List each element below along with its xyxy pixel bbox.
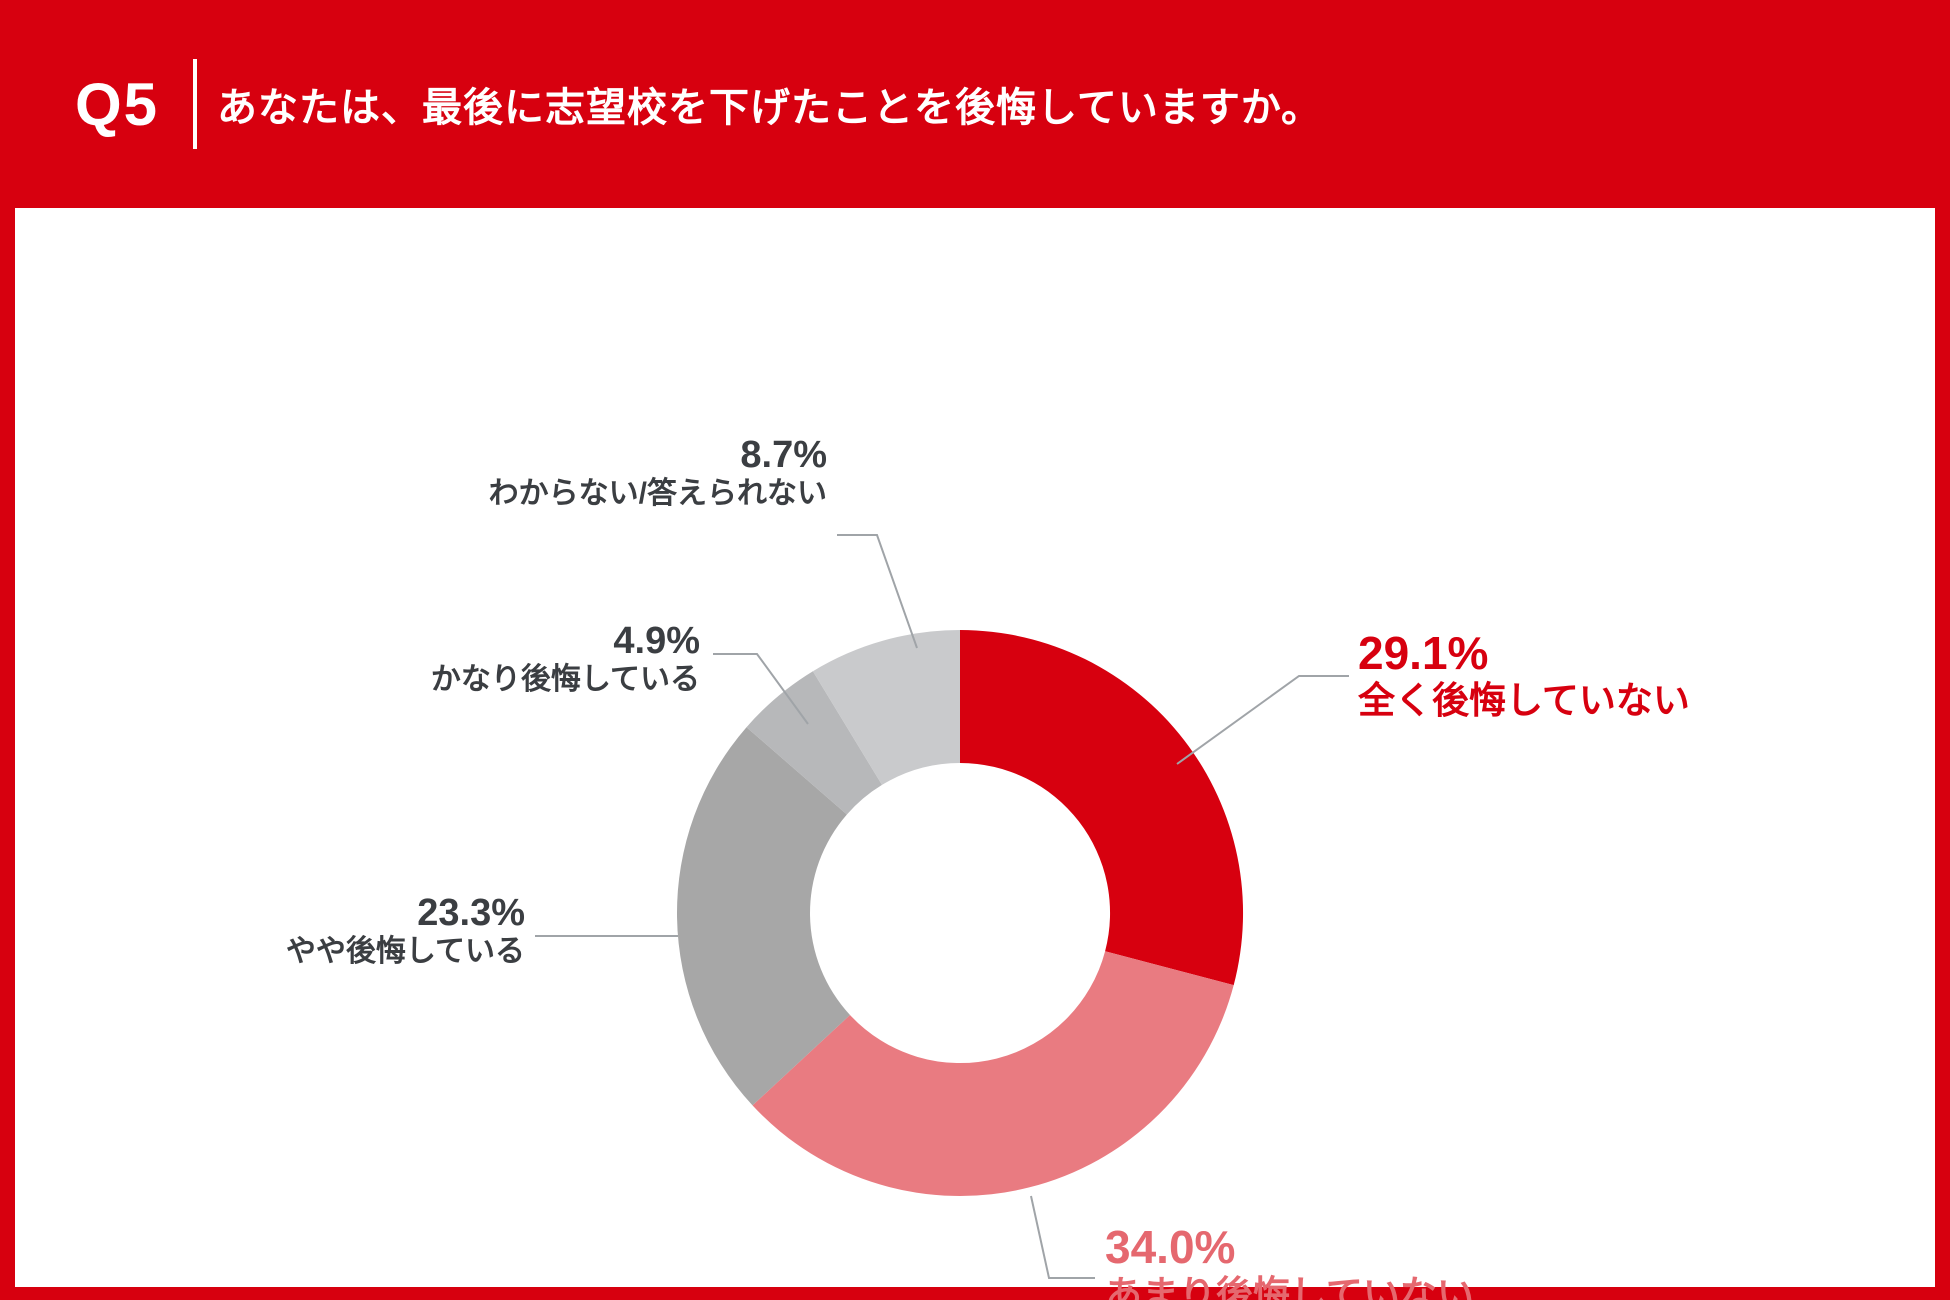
callout-not-regret-at-all: 29.1% 全く後悔していない [1358, 627, 1690, 721]
chart-panel: 29.1% 全く後悔していない 34.0% あまり後悔していない 23.3% や… [15, 208, 1935, 1300]
segment-label: かなり後悔している [430, 662, 700, 696]
segment-label: やや後悔している [285, 934, 525, 968]
segment-label: あまり後悔していない [1105, 1273, 1474, 1300]
leader-line-0 [1176, 675, 1349, 765]
question-header: Q5 あなたは、最後に志望校を下げたことを後悔していますか。 [0, 0, 1950, 208]
segment-label: わからない/答えられない [488, 476, 827, 510]
question-title: あなたは、最後に志望校を下げたことを後悔していますか。 [217, 86, 1323, 130]
donut-segment-1 [752, 951, 1234, 1197]
callout-somewhat-regret: 23.3% やや後悔している [165, 892, 525, 968]
leader-line-4 [837, 534, 918, 649]
percent-value: 29.1% [1358, 627, 1489, 679]
callout-strongly-regret: 4.9% かなり後悔している [340, 620, 700, 696]
percent-value: 4.9% [613, 620, 700, 662]
leader-line-3 [713, 653, 809, 725]
donut-segment-3 [746, 671, 882, 815]
percent-value: 23.3% [417, 892, 525, 934]
donut-segment-2 [676, 727, 850, 1106]
question-number: Q5 [75, 70, 160, 138]
percent-value: 34.0% [1105, 1221, 1236, 1273]
header-divider [193, 59, 198, 149]
leader-line-1 [1030, 1195, 1095, 1279]
donut-chart [535, 534, 1349, 1279]
callout-not-really-regret: 34.0% あまり後悔していない [1105, 1221, 1474, 1300]
percent-value: 8.7% [740, 434, 827, 476]
donut-segment-0 [960, 630, 1244, 986]
callout-dont-know: 8.7% わからない/答えられない [427, 434, 827, 510]
donut-segment-4 [812, 630, 960, 785]
segment-label: 全く後悔していない [1358, 679, 1690, 721]
